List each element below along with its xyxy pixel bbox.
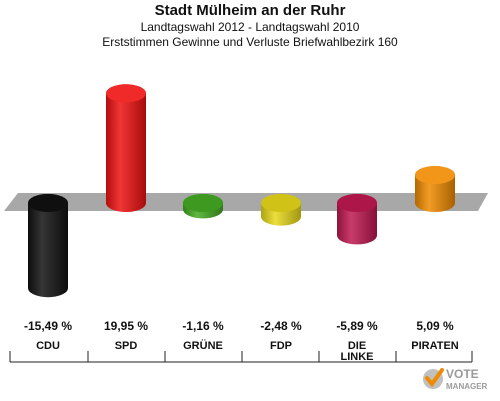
category-label-4-1: LINKE <box>341 351 374 363</box>
value-label-2: -1,16 % <box>182 319 224 333</box>
logo-line2: MANAGER <box>446 382 488 391</box>
chart-title: Stadt Mülheim an der Ruhr <box>154 2 346 19</box>
value-label-0: -15,49 % <box>24 319 72 333</box>
bar-fdp <box>261 194 301 226</box>
bar-cdu <box>28 194 68 298</box>
value-label-1: 19,95 % <box>104 319 148 333</box>
category-label-1: SPD <box>115 340 138 352</box>
chart-subtitle-2: Erststimmen Gewinne und Verluste Briefwa… <box>102 35 398 49</box>
category-label-0: CDU <box>36 340 60 352</box>
bar-piraten <box>415 166 455 212</box>
vote-manager-logo: VOTE MANAGER <box>420 362 494 396</box>
category-label-4: DIE <box>348 340 366 352</box>
value-label-5: 5,09 % <box>416 319 454 333</box>
bar-grüne <box>183 194 223 219</box>
category-label-3: FDP <box>270 340 292 352</box>
category-label-5: PIRATEN <box>411 340 459 352</box>
logo-line1: VOTE <box>446 367 479 381</box>
chart-subtitle-1: Landtagswahl 2012 - Landtagswahl 2010 <box>140 20 360 34</box>
value-label-4: -5,89 % <box>336 319 378 333</box>
bar-die-linke <box>337 194 377 245</box>
value-label-3: -2,48 % <box>260 319 302 333</box>
bar-spd <box>106 84 146 212</box>
category-label-2: GRÜNE <box>183 339 223 352</box>
